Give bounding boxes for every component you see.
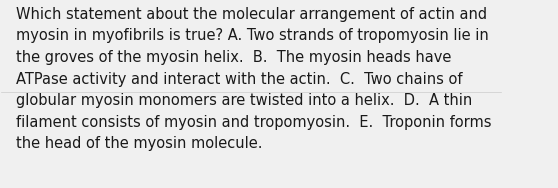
Text: Which statement about the molecular arrangement of actin and
myosin in myofibril: Which statement about the molecular arra…: [16, 7, 492, 151]
